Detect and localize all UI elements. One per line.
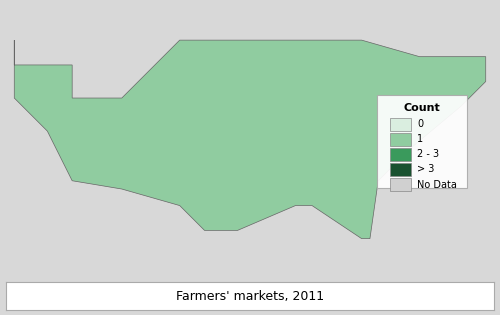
Text: Count: Count bbox=[404, 103, 440, 113]
Polygon shape bbox=[14, 40, 486, 239]
Text: 2 - 3: 2 - 3 bbox=[417, 149, 439, 159]
Bar bbox=[390, 178, 410, 191]
Text: 0: 0 bbox=[417, 119, 423, 129]
Text: Farmers' markets, 2011: Farmers' markets, 2011 bbox=[176, 289, 324, 303]
Text: No Data: No Data bbox=[417, 180, 457, 190]
Bar bbox=[390, 163, 410, 176]
Text: 1: 1 bbox=[417, 135, 423, 144]
FancyBboxPatch shape bbox=[377, 95, 467, 188]
Bar bbox=[390, 133, 410, 146]
Text: > 3: > 3 bbox=[417, 164, 434, 175]
Bar bbox=[390, 148, 410, 161]
Bar bbox=[390, 118, 410, 131]
